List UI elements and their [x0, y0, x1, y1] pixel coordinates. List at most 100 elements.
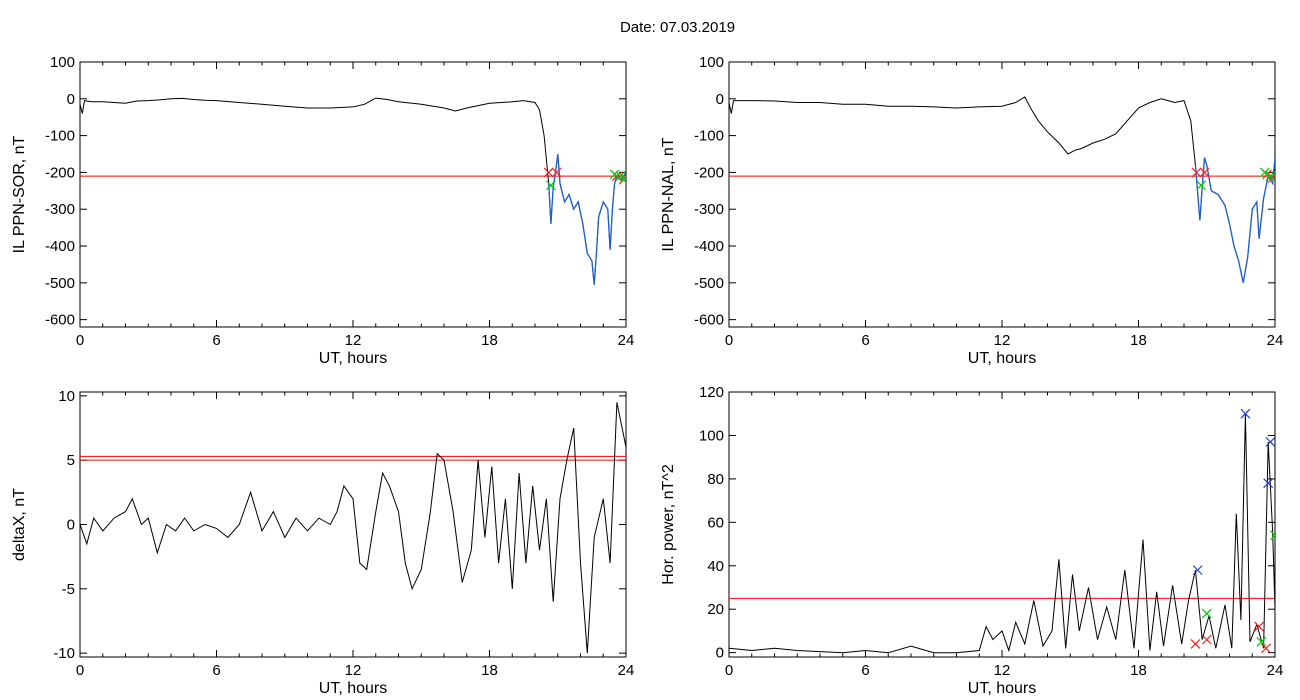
series-line [729, 96, 1275, 283]
y-tick-label: -600 [45, 312, 75, 329]
y-tick-label: 0 [716, 645, 724, 662]
y-tick-label: 0 [67, 91, 75, 108]
y-tick-label: 5 [67, 452, 75, 469]
green-cross-marker [609, 169, 620, 180]
plot-top-left: 0 6 12 18 24 100 0 -100 -200 -300 -400 -500 -600 UT, … [11, 54, 634, 367]
plot-frame [728, 61, 1276, 328]
x-tick-label: 12 [994, 662, 1011, 679]
y-tick-label: 40 [707, 558, 724, 575]
green-cross-marker [1196, 180, 1206, 191]
x-axis-title: UT, hours [968, 680, 1036, 697]
x-tick-label: 24 [618, 662, 635, 679]
green-cross-marker-stroke-b [1256, 636, 1267, 647]
red-cross-marker-stroke-b [1190, 639, 1201, 649]
red-cross-marker-stroke-b [1254, 621, 1264, 632]
green-cross-marker-stroke-b [615, 171, 626, 182]
page-title: Date: 07.03.2019 [619, 19, 736, 36]
red-cross-marker [1190, 639, 1201, 649]
y-tick-label: -400 [694, 238, 724, 255]
plot-frame [79, 61, 627, 328]
x-tick-label: 18 [481, 662, 498, 679]
green-cross-marker [1259, 167, 1270, 178]
plot-area [80, 97, 626, 285]
green-cross-marker-stroke-b [1201, 608, 1212, 619]
green-cross-marker-stroke-b [619, 175, 626, 183]
y-tick-label: 100 [50, 54, 75, 71]
y-axis-title: Hor. power, nT^2 [660, 464, 677, 585]
x-tick-label: 24 [1267, 332, 1284, 349]
red-cross-marker [1260, 643, 1271, 654]
y-tick-label: -300 [45, 201, 75, 218]
plot-top-right: 0 6 12 18 24 100 0 -100 -200 -300 -400 -500 -600 UT, … [660, 54, 1283, 367]
red-cross-marker-stroke-b [1191, 167, 1202, 178]
x-tick-label: 24 [618, 332, 635, 349]
y-tick-label: -500 [45, 275, 75, 292]
green-cross-marker [546, 180, 556, 191]
y-tick-label: -500 [694, 275, 724, 292]
y-tick-label: 100 [699, 427, 724, 444]
red-cross-marker-stroke-b [1201, 634, 1212, 645]
green-cross-marker-stroke-b [1270, 534, 1275, 541]
y-tick-label: -5 [62, 581, 75, 598]
y-tick-label: 60 [707, 514, 724, 531]
blue-cross-marker-stroke-b [1240, 408, 1251, 419]
y-tick-label: -100 [694, 128, 724, 145]
y-tick-label: -200 [45, 164, 75, 181]
y-tick-label: -100 [45, 128, 75, 145]
y-tick-label: 10 [58, 388, 75, 405]
x-tick-label: 24 [1267, 662, 1284, 679]
x-tick-label: 6 [212, 662, 220, 679]
green-cross-marker-stroke-b [1196, 180, 1206, 191]
x-tick-label: 6 [212, 332, 220, 349]
x-axis-title: UT, hours [319, 680, 387, 697]
series-line [80, 97, 626, 285]
plot-area [80, 402, 626, 654]
plot-bottom-right: 0 6 12 18 24 120 100 80 60 40 20 0 UT, hours Hor. pow… [660, 384, 1283, 697]
red-cross-marker [551, 167, 562, 178]
x-tick-label: 12 [345, 332, 362, 349]
series-line [729, 413, 1275, 654]
y-tick-label: 0 [67, 517, 75, 534]
y-tick-label: 120 [699, 384, 724, 401]
y-tick-label: -400 [45, 238, 75, 255]
green-cross-marker-stroke-b [546, 180, 556, 191]
red-cross-marker [1254, 621, 1264, 632]
blue-cross-marker-stroke-b [1263, 478, 1274, 489]
green-cross-marker-stroke-a [1270, 530, 1275, 537]
blue-cross-marker [1263, 478, 1274, 489]
red-cross-marker [1191, 167, 1202, 178]
blue-cross-marker-stroke-b [1265, 437, 1275, 447]
y-tick-label: -200 [694, 164, 724, 181]
blue-cross-marker-stroke-b [1192, 565, 1203, 576]
y-tick-label: -600 [694, 312, 724, 329]
y-tick-label: 80 [707, 471, 724, 488]
plot-bottom-left: 0 6 12 18 24 10 5 0 -5 -10 UT, hours deltaX, nT [11, 388, 634, 697]
blue-cross-marker [1192, 565, 1203, 576]
plot-frame [728, 391, 1276, 658]
y-axis-title: IL PPN-SOR, nT [11, 135, 28, 253]
green-cross-marker-stroke-b [609, 169, 620, 180]
y-axis-title: deltaX, nT [11, 488, 28, 561]
red-cross-marker-stroke-b [543, 167, 554, 178]
green-cross-marker [1270, 530, 1275, 541]
y-tick-label: 20 [707, 601, 724, 618]
y-axis-title: IL PPN-NAL, nT [660, 137, 677, 251]
x-tick-label: 0 [725, 662, 733, 679]
y-tick-label: -300 [694, 201, 724, 218]
red-cross-marker-stroke-b [1199, 167, 1210, 178]
series-highlight-line [548, 153, 626, 285]
green-cross-marker [619, 173, 626, 183]
green-cross-marker [1256, 636, 1267, 647]
x-tick-label: 0 [76, 332, 84, 349]
series-highlight-line [1194, 157, 1275, 283]
blue-cross-marker [1240, 408, 1251, 419]
x-tick-label: 6 [861, 332, 869, 349]
red-cross-marker-stroke-b [551, 167, 562, 178]
x-tick-label: 18 [1130, 662, 1147, 679]
plot-frame [79, 391, 627, 658]
red-cross-marker [543, 167, 554, 178]
x-tick-label: 12 [994, 332, 1011, 349]
series-line [80, 402, 626, 654]
green-cross-marker [1265, 171, 1275, 182]
